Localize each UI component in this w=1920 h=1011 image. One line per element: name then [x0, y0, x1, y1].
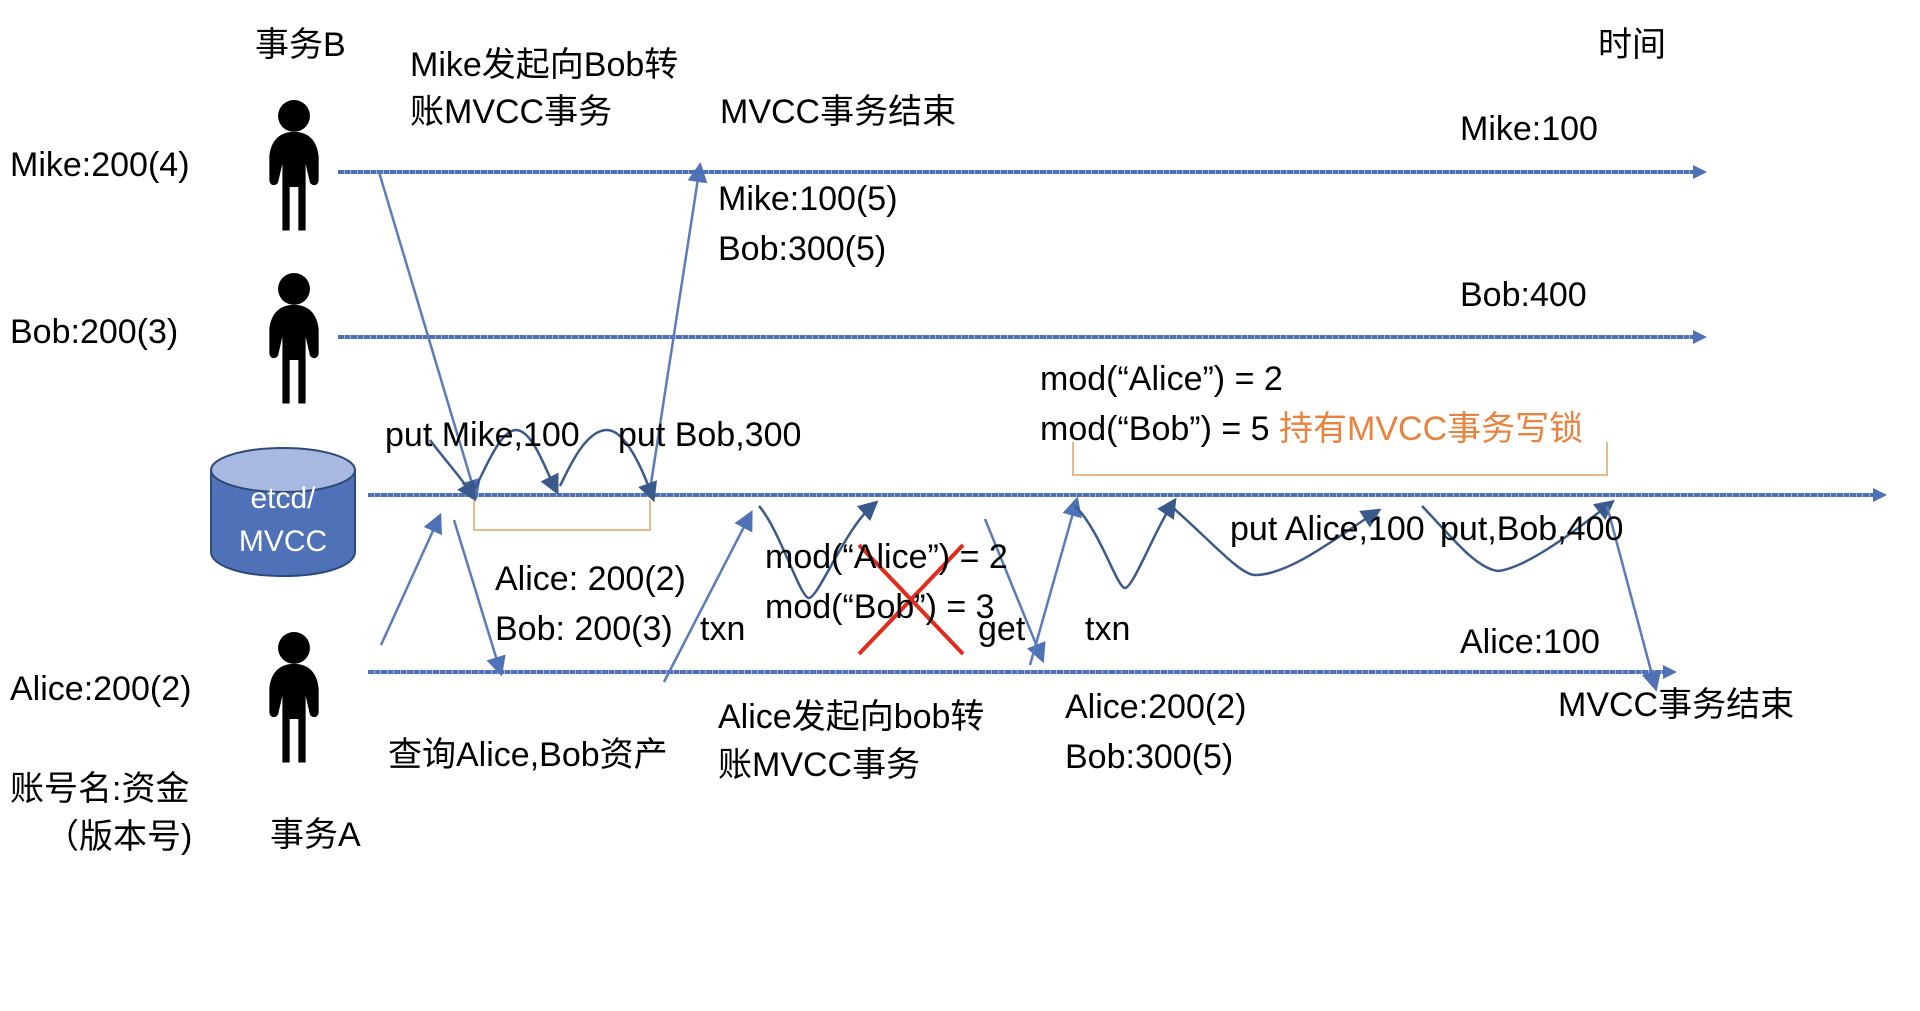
- svg-text:MVCC: MVCC: [239, 525, 327, 558]
- svg-text:etcd/: etcd/: [250, 482, 316, 515]
